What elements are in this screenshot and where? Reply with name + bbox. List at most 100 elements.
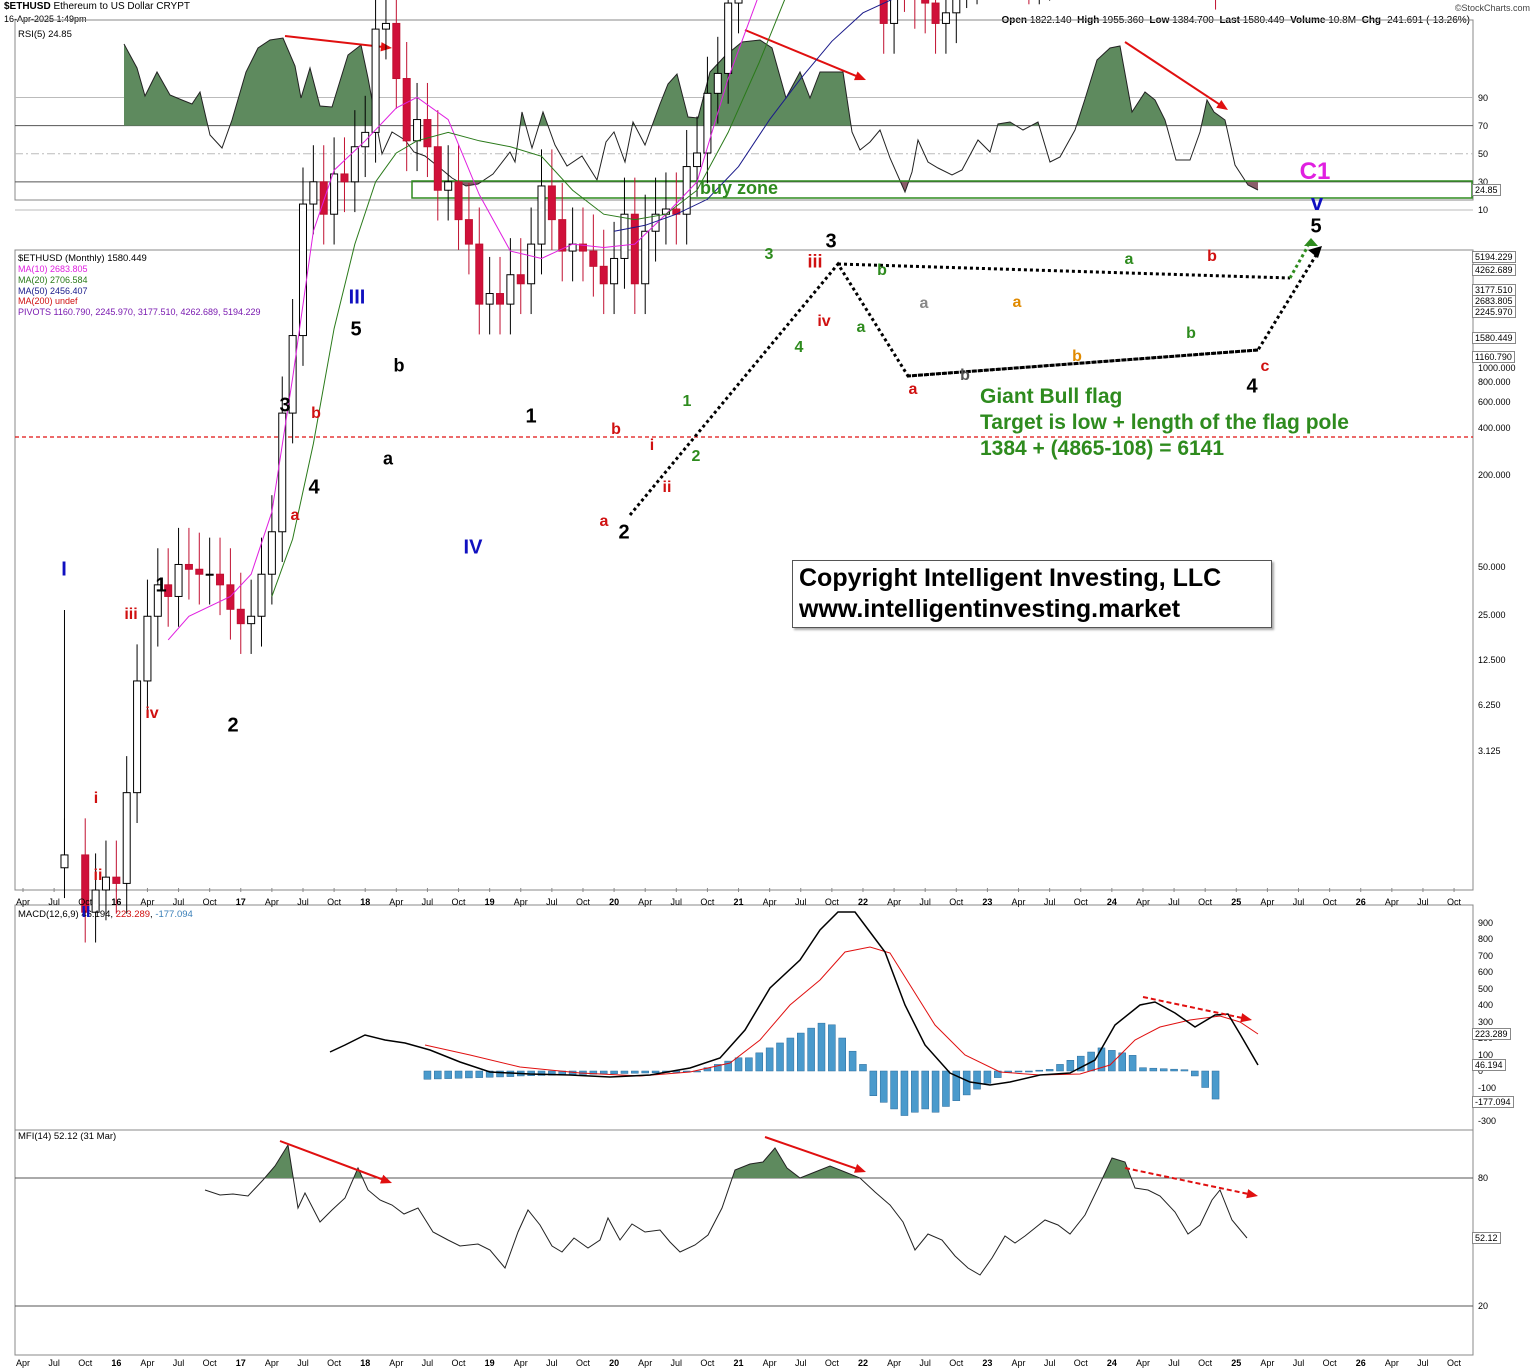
annotations <box>628 238 1322 516</box>
candle <box>1038 0 1040 5</box>
candle <box>610 221 619 315</box>
candle <box>133 644 142 823</box>
candle <box>693 116 702 197</box>
candle <box>112 840 121 914</box>
macd-histogram-bar <box>797 1032 805 1072</box>
y-tick-label: 300 <box>1478 1016 1494 1027</box>
x-tick-label: Jul <box>48 1358 60 1368</box>
candle <box>485 256 494 335</box>
macd-histogram-bar <box>817 1022 826 1072</box>
x-tick-label: Oct <box>824 897 839 907</box>
wave-label: c <box>1260 358 1270 375</box>
wave-label: iii <box>807 251 823 272</box>
macd-histogram-bar <box>1056 1064 1064 1072</box>
macd-histogram-bar <box>610 1070 618 1074</box>
x-tick-label: Jul <box>1043 1358 1056 1368</box>
candle-body <box>734 0 743 4</box>
brand-logo: ©StockCharts.com <box>1454 3 1530 13</box>
y-tick-label: 500 <box>1478 983 1494 994</box>
x-tick-label: Jul <box>1292 1358 1305 1368</box>
mfi-divergence-arrow <box>279 1140 387 1182</box>
candle-body <box>516 274 525 285</box>
candle-body <box>630 213 639 285</box>
x-tick-label: Oct <box>78 1358 93 1368</box>
target-arrow-green <box>1288 245 1310 279</box>
x-tick-label: 18 <box>360 1358 371 1368</box>
wave-label: 2 <box>691 448 701 465</box>
chart-header-title: $ETHUSD Ethereum to US Dollar CRYPT <box>4 1 190 13</box>
candle-body <box>589 250 598 267</box>
x-tick-label: Apr <box>1011 1358 1026 1368</box>
macd-histogram-bar <box>1201 1070 1209 1088</box>
x-tick-label: Jul <box>172 1358 185 1368</box>
y-tick-label: 3.125 <box>1478 746 1501 756</box>
candle-body <box>890 0 899 24</box>
candle <box>506 238 515 335</box>
candle <box>661 172 670 245</box>
wave-label: II <box>81 904 91 921</box>
pane-frame <box>14 1129 1474 1356</box>
x-tick-label: Oct <box>1198 897 1213 907</box>
macd-histogram-bar <box>828 1024 836 1072</box>
x-tick-label: Apr <box>1260 897 1275 907</box>
macd-histogram-bar <box>973 1070 981 1090</box>
macd-histogram-bar <box>962 1070 971 1096</box>
macd-histogram-bar <box>859 1064 867 1072</box>
wave-label: iii <box>124 606 138 623</box>
candle <box>941 0 950 54</box>
wave-label: C1 <box>1299 158 1331 185</box>
x-tick-label: Oct <box>575 897 590 907</box>
macd-histogram-bar <box>423 1070 432 1080</box>
candle <box>101 840 110 921</box>
macd-histogram-bar <box>714 1064 722 1072</box>
rsi-zone-fill <box>900 181 909 192</box>
x-tick-label: 19 <box>484 1358 495 1368</box>
x-tick-label: 22 <box>857 897 868 907</box>
x-tick-label: Oct <box>700 897 715 907</box>
x-tick-label: Jul <box>48 897 60 907</box>
macd-histogram-bar <box>1170 1068 1178 1072</box>
x-tick-label: Jul <box>1417 1358 1429 1368</box>
mfi-pane <box>15 1136 1473 1307</box>
candle <box>516 238 525 315</box>
candle-body <box>122 792 131 884</box>
mfi-zone-fill <box>800 1166 860 1178</box>
wave-label: 4 <box>308 476 320 499</box>
macd-histogram-bar <box>1066 1060 1075 1072</box>
candle-body <box>599 265 608 285</box>
x-tick-label: Jul <box>1292 897 1305 907</box>
x-tick-label: Jul <box>1043 897 1056 907</box>
wave-label: I <box>61 558 67 581</box>
candle-body <box>101 876 110 891</box>
x-tick-label: Oct <box>327 1358 342 1368</box>
candle-body <box>485 293 494 305</box>
y-tick-label: 800.000 <box>1478 377 1511 387</box>
candle <box>278 376 287 563</box>
rsi-zone-fill <box>652 40 852 126</box>
x-tick-label: Oct <box>78 897 93 907</box>
x-tick-label: 23 <box>982 1358 993 1368</box>
candle-body <box>620 213 629 259</box>
candle-body <box>423 119 432 148</box>
x-tick-label: Apr <box>638 1358 653 1368</box>
candle-body <box>433 146 442 191</box>
x-tick-label: Apr <box>762 897 777 907</box>
candle <box>371 0 380 163</box>
candle <box>143 579 152 712</box>
candle-body <box>392 22 401 80</box>
candle-body <box>496 293 505 305</box>
x-tick-label: Jul <box>172 897 185 907</box>
macd-histogram-bar <box>1076 1055 1085 1072</box>
macd-histogram-bar <box>1128 1055 1137 1072</box>
macd-histogram-bar <box>1149 1067 1158 1072</box>
price-title: $ETHUSD (Monthly) 1580.449 <box>18 253 147 264</box>
candle-body <box>267 531 276 575</box>
y-tick-label: -300 <box>1478 1115 1497 1126</box>
macd-histogram-bar <box>537 1070 546 1076</box>
x-tick-label: Apr <box>1384 1358 1399 1368</box>
candle-body <box>174 563 183 597</box>
macd-histogram-bar <box>620 1070 629 1074</box>
candle <box>184 527 193 600</box>
x-tick-label: Oct <box>327 897 342 907</box>
x-tick-label: Apr <box>887 897 902 907</box>
